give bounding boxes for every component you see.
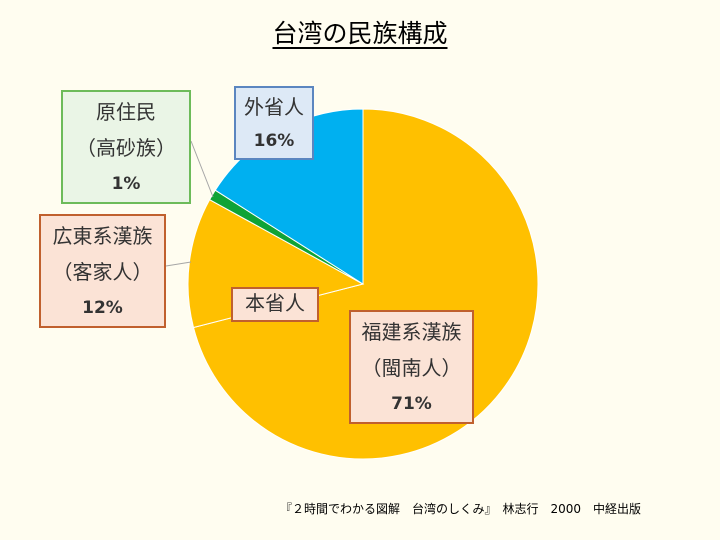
leader-line-kanton bbox=[165, 261, 192, 267]
label-fukken-value: 71% bbox=[391, 394, 432, 414]
label-kanton-name: 広東系漢族 bbox=[52, 224, 153, 248]
leader-line-gensumin bbox=[190, 140, 214, 198]
label-fukken-sub: （閩南人） bbox=[361, 356, 462, 380]
label-gensumin-name: 原住民 bbox=[96, 100, 156, 124]
label-gaishou-value: 16% bbox=[253, 131, 295, 151]
source-citation: 『２時間でわかる図解 台湾のしくみ』 林志行 2000 中経出版 bbox=[280, 502, 642, 516]
chart-title: 台湾の民族構成 bbox=[272, 19, 448, 48]
label-gaishou: 外省人 16% bbox=[234, 86, 314, 160]
label-honshoujin: 本省人 bbox=[231, 287, 319, 322]
label-fukken-name: 福建系漢族 bbox=[361, 320, 462, 344]
label-fukken: 福建系漢族 （閩南人） 71% bbox=[349, 310, 474, 424]
label-gensumin: 原住民 （高砂族） 1% bbox=[61, 90, 191, 204]
label-gensumin-value: 1% bbox=[111, 174, 141, 194]
label-kanton-sub: （客家人） bbox=[52, 260, 153, 284]
label-gaishou-name: 外省人 bbox=[244, 95, 304, 119]
label-kanton-value: 12% bbox=[82, 298, 123, 318]
label-gensumin-sub: （高砂族） bbox=[76, 136, 176, 160]
label-kanton: 広東系漢族 （客家人） 12% bbox=[39, 214, 166, 328]
